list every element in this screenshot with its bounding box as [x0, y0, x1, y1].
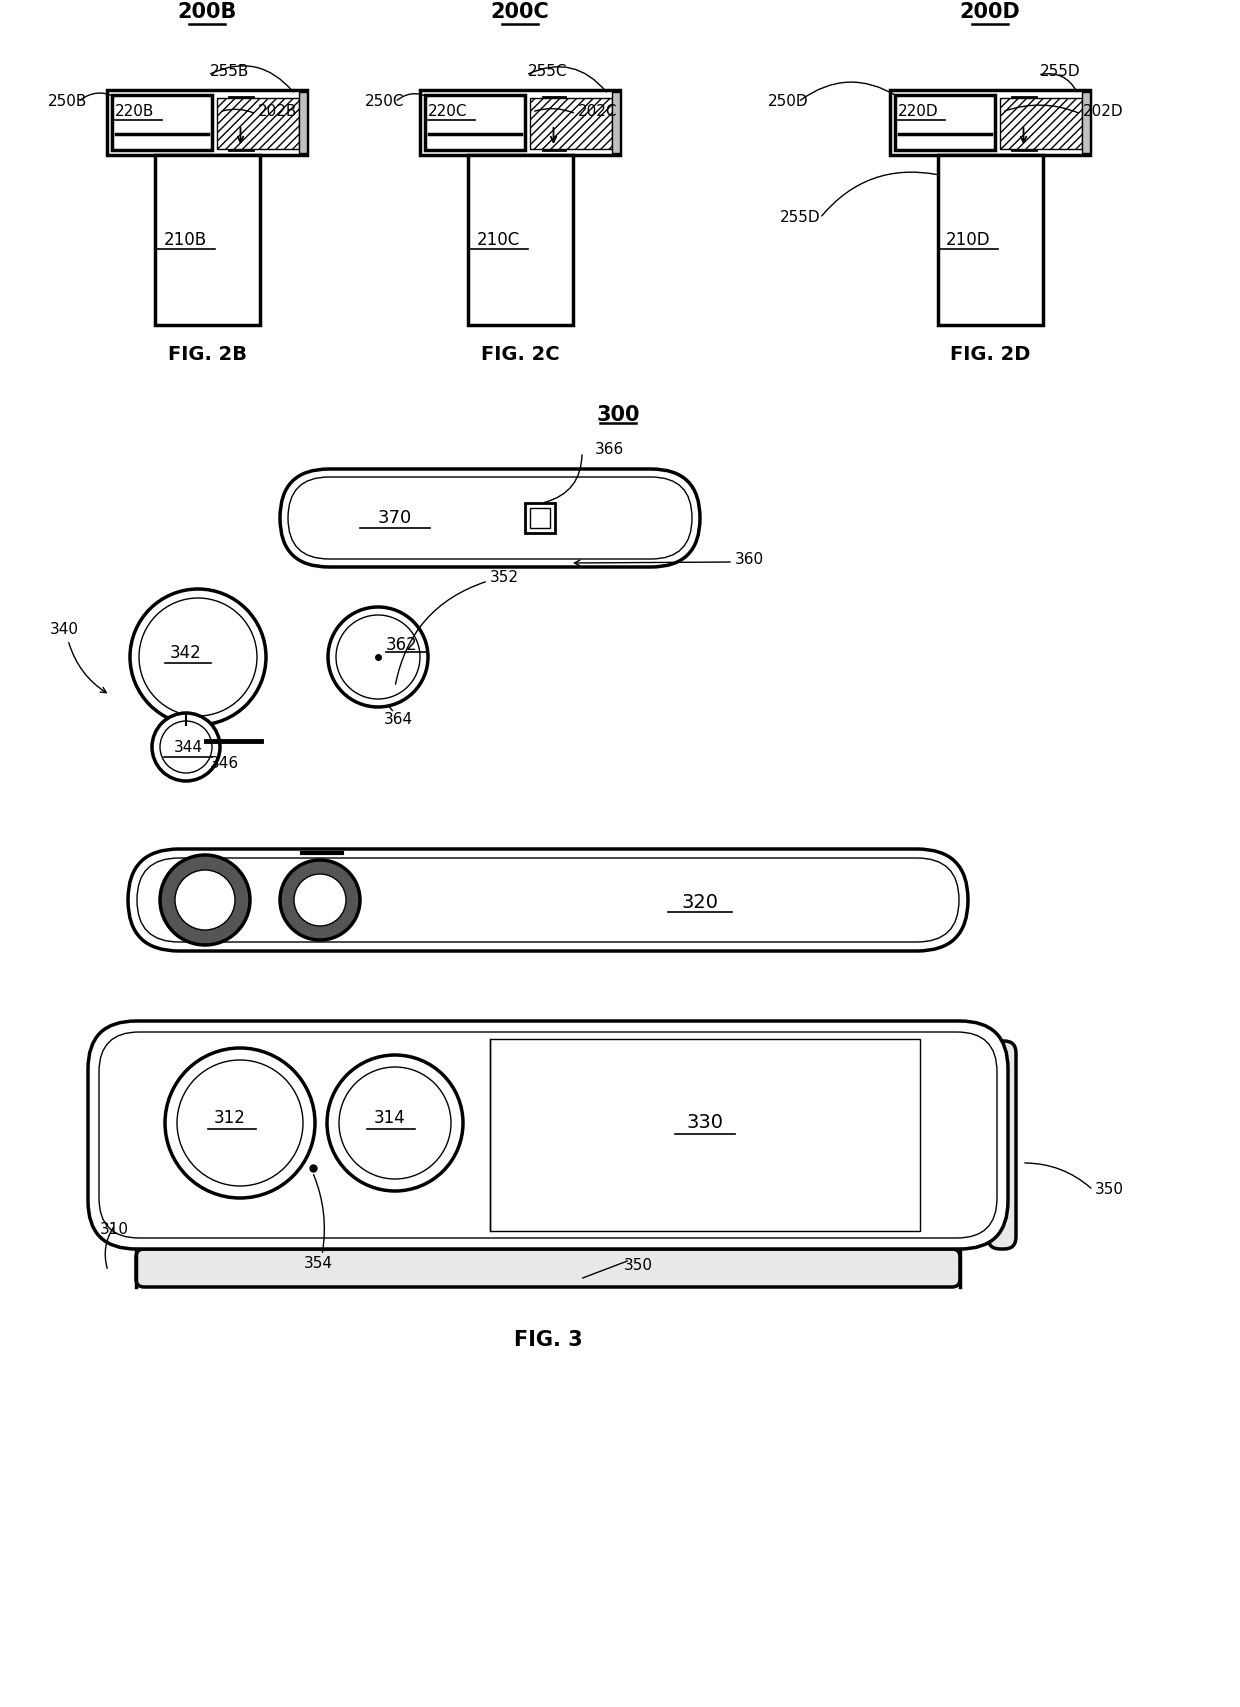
- Text: 210B: 210B: [164, 230, 207, 249]
- Text: 200D: 200D: [960, 2, 1021, 22]
- Text: FIG. 2C: FIG. 2C: [481, 345, 559, 365]
- Text: 255C: 255C: [528, 65, 568, 80]
- Text: 210C: 210C: [476, 230, 520, 249]
- Bar: [233, 123, 248, 147]
- Text: 362: 362: [386, 637, 418, 654]
- Circle shape: [177, 1060, 303, 1186]
- Bar: [613, 92, 620, 154]
- Text: 210D: 210D: [946, 230, 991, 249]
- Text: 344: 344: [174, 739, 202, 754]
- Bar: [525, 504, 556, 533]
- Circle shape: [153, 714, 219, 782]
- Bar: [155, 155, 259, 324]
- Text: 320: 320: [682, 893, 718, 912]
- Bar: [228, 97, 253, 150]
- Bar: [1012, 97, 1035, 150]
- Text: 202C: 202C: [578, 104, 618, 119]
- Circle shape: [329, 608, 428, 707]
- Text: FIG. 3: FIG. 3: [513, 1330, 583, 1350]
- Text: 364: 364: [383, 712, 413, 727]
- Circle shape: [160, 720, 212, 773]
- Circle shape: [339, 1067, 451, 1180]
- Circle shape: [139, 597, 257, 715]
- FancyBboxPatch shape: [128, 848, 968, 951]
- Bar: [467, 155, 573, 324]
- Text: 255D: 255D: [1040, 65, 1080, 80]
- Text: 340: 340: [50, 623, 79, 637]
- FancyBboxPatch shape: [88, 1021, 1008, 1250]
- Bar: [999, 97, 1083, 149]
- Text: 202B: 202B: [258, 104, 298, 119]
- Text: 312: 312: [215, 1110, 246, 1127]
- Bar: [895, 96, 994, 150]
- Text: 220D: 220D: [898, 104, 939, 119]
- Text: 354: 354: [304, 1256, 332, 1270]
- Circle shape: [280, 860, 360, 941]
- Circle shape: [294, 874, 346, 925]
- FancyBboxPatch shape: [136, 859, 959, 942]
- Bar: [529, 97, 613, 149]
- Bar: [937, 155, 1043, 324]
- FancyBboxPatch shape: [99, 1033, 997, 1238]
- Text: 342: 342: [170, 644, 202, 662]
- Bar: [420, 90, 620, 155]
- Text: 250C: 250C: [365, 94, 404, 109]
- Text: 250B: 250B: [48, 94, 87, 109]
- Text: 366: 366: [595, 442, 624, 457]
- Text: FIG. 2B: FIG. 2B: [167, 345, 247, 365]
- FancyBboxPatch shape: [136, 1250, 960, 1287]
- Text: 250D: 250D: [768, 94, 808, 109]
- Bar: [890, 90, 1090, 155]
- Text: 310: 310: [100, 1222, 129, 1238]
- Circle shape: [336, 615, 420, 698]
- FancyBboxPatch shape: [988, 1041, 1016, 1250]
- Circle shape: [160, 855, 250, 946]
- Text: 255B: 255B: [210, 65, 249, 80]
- Bar: [217, 97, 299, 149]
- Bar: [299, 92, 308, 154]
- Text: 360: 360: [735, 553, 764, 567]
- Text: 370: 370: [378, 509, 412, 527]
- Bar: [543, 97, 564, 150]
- Circle shape: [130, 589, 267, 725]
- Text: 202D: 202D: [1083, 104, 1123, 119]
- Circle shape: [165, 1048, 315, 1198]
- Bar: [112, 96, 212, 150]
- Bar: [1083, 92, 1090, 154]
- Text: 314: 314: [374, 1110, 405, 1127]
- Bar: [490, 1040, 920, 1231]
- Text: 350: 350: [1095, 1183, 1123, 1198]
- FancyBboxPatch shape: [288, 476, 692, 558]
- Text: 350: 350: [624, 1258, 652, 1272]
- Text: FIG. 2D: FIG. 2D: [950, 345, 1030, 365]
- Text: 200B: 200B: [177, 2, 237, 22]
- Bar: [547, 97, 560, 123]
- FancyBboxPatch shape: [280, 469, 701, 567]
- Text: 200C: 200C: [491, 2, 549, 22]
- Text: 346: 346: [210, 756, 238, 770]
- Bar: [529, 509, 551, 527]
- Text: 352: 352: [490, 570, 520, 584]
- Text: 300: 300: [596, 405, 640, 425]
- Text: 220C: 220C: [428, 104, 467, 119]
- Circle shape: [327, 1055, 463, 1191]
- Text: 330: 330: [687, 1113, 723, 1132]
- Text: 220B: 220B: [115, 104, 154, 119]
- Bar: [1017, 123, 1030, 147]
- Circle shape: [175, 871, 236, 930]
- Text: 255D: 255D: [780, 210, 821, 225]
- Bar: [107, 90, 308, 155]
- Bar: [425, 96, 525, 150]
